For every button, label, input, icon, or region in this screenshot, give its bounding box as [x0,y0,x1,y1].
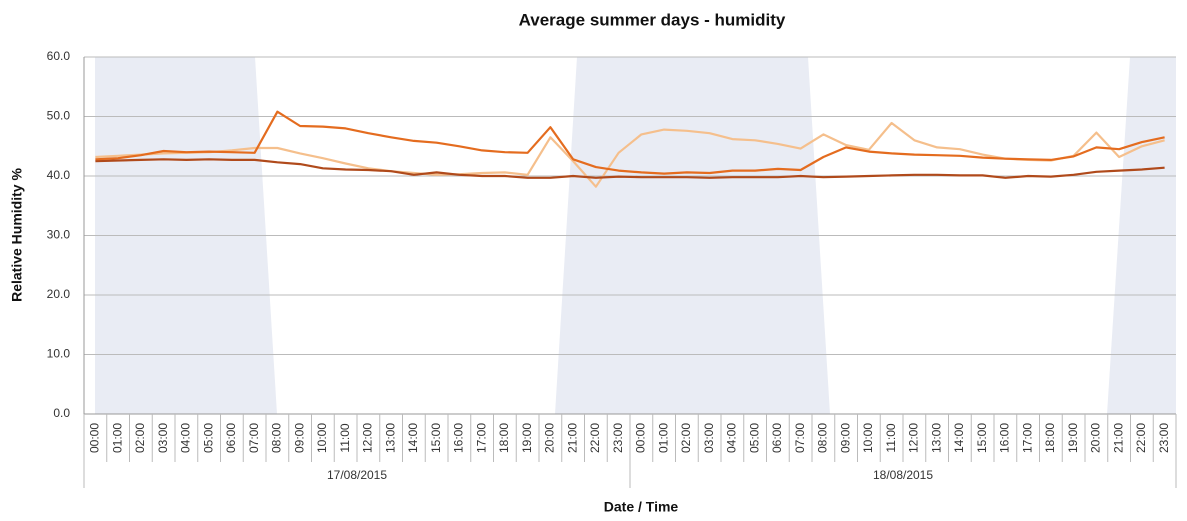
x-group-label: 17/08/2015 [327,468,387,482]
x-tick-label: 22:00 [588,423,602,453]
x-tick-label: 17:00 [1020,423,1034,453]
x-tick-label: 05:00 [747,423,761,453]
x-tick-label: 10:00 [315,423,329,453]
x-tick-label: 21:00 [565,423,579,453]
x-tick-label: 16:00 [998,423,1012,453]
x-tick-label: 15:00 [975,423,989,453]
x-tick-label: 03:00 [702,423,716,453]
series-line [95,158,1165,179]
x-tick-label: 04:00 [725,423,739,453]
x-tick-label: 17:00 [474,423,488,453]
x-tick-label: 14:00 [952,423,966,453]
x-tick-label: 04:00 [179,423,193,453]
x-tick-label: 15:00 [429,423,443,453]
series-line [95,110,1165,175]
x-tick-label: 19:00 [520,423,534,453]
y-tick-label: 0.0 [53,406,70,420]
x-tick-label: 19:00 [1066,423,1080,453]
y-tick-label: 30.0 [47,228,71,242]
y-tick-label: 60.0 [47,49,71,63]
x-tick-label: 23:00 [1157,423,1171,453]
x-tick-label: 05:00 [201,423,215,453]
chart-title: Average summer days - humidity [519,10,786,29]
y-tick-label: 10.0 [47,347,71,361]
y-tick-label: 40.0 [47,168,71,182]
x-tick-label: 11:00 [338,423,352,452]
x-tick-label: 14:00 [406,423,420,453]
x-tick-label: 12:00 [361,423,375,453]
x-tick-label: 16:00 [452,423,466,453]
x-group-label: 18/08/2015 [873,468,933,482]
y-tick-label: 20.0 [47,287,71,301]
x-tick-label: 23:00 [611,423,625,453]
x-tick-label: 07:00 [247,423,261,453]
x-tick-label: 00:00 [88,423,102,453]
x-tick-label: 02:00 [679,423,693,453]
series-line [95,121,1165,188]
x-tick-label: 06:00 [224,423,238,453]
x-tick-label: 21:00 [1111,423,1125,453]
x-tick-label: 12:00 [907,423,921,453]
x-tick-label: 08:00 [270,423,284,453]
x-tick-label: 08:00 [816,423,830,453]
y-axis-title: Relative Humidity % [9,168,25,302]
x-tick-label: 20:00 [1089,423,1103,453]
x-tick-label: 09:00 [292,423,306,453]
x-tick-label: 13:00 [383,423,397,453]
x-tick-label: 11:00 [884,423,898,452]
x-tick-label: 22:00 [1134,423,1148,453]
x-tick-label: 13:00 [929,423,943,453]
x-tick-label: 03:00 [156,423,170,453]
x-tick-label: 09:00 [838,423,852,453]
x-tick-label: 02:00 [133,423,147,453]
x-tick-label: 00:00 [634,423,648,453]
x-tick-label: 18:00 [1043,423,1057,453]
x-tick-label: 01:00 [656,423,670,453]
x-tick-label: 06:00 [770,423,784,453]
x-tick-label: 20:00 [543,423,557,453]
x-tick-label: 07:00 [793,423,807,453]
y-tick-label: 50.0 [47,109,71,123]
x-tick-label: 18:00 [497,423,511,453]
x-axis-title: Date / Time [604,499,679,515]
x-tick-label: 10:00 [861,423,875,453]
x-tick-label: 01:00 [110,423,124,453]
